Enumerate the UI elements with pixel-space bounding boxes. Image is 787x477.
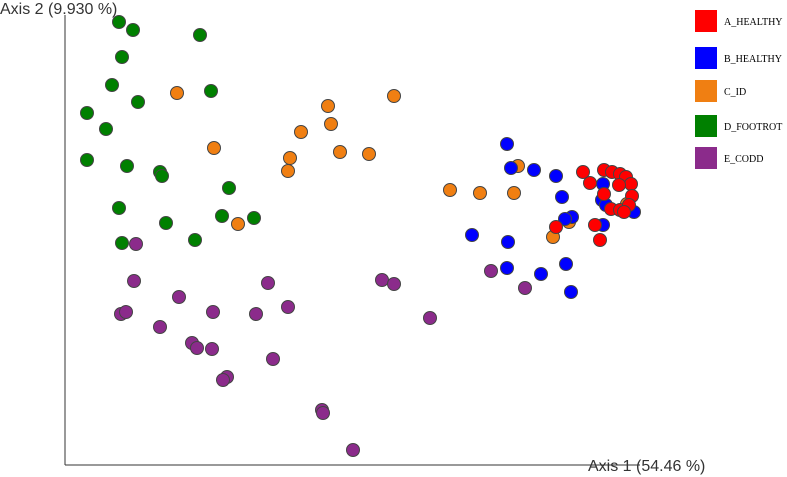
point: [583, 176, 597, 190]
point: [527, 163, 541, 177]
point: [80, 106, 94, 120]
legend-label: A_HEALTHY: [724, 17, 783, 28]
point: [193, 28, 207, 42]
point: [281, 300, 295, 314]
point: [294, 125, 308, 139]
point: [588, 218, 602, 232]
point: [112, 201, 126, 215]
point: [346, 443, 360, 457]
legend-label: E_CODD: [724, 154, 763, 165]
legend-swatch: [695, 47, 717, 69]
point: [387, 277, 401, 291]
point: [126, 23, 140, 37]
point: [222, 181, 236, 195]
point: [423, 311, 437, 325]
point: [555, 190, 569, 204]
point: [129, 237, 143, 251]
point: [115, 50, 129, 64]
point: [597, 187, 611, 201]
point: [127, 274, 141, 288]
point: [216, 373, 230, 387]
point: [112, 15, 126, 29]
point: [387, 89, 401, 103]
y-axis-label: Axis 2 (9.930 %): [0, 1, 117, 18]
point: [549, 220, 563, 234]
point: [484, 264, 498, 278]
points: [80, 15, 641, 457]
point: [190, 341, 204, 355]
point: [205, 342, 219, 356]
legend-label: C_ID: [724, 87, 746, 98]
legend-swatch: [695, 115, 717, 137]
point: [612, 178, 626, 192]
point: [99, 122, 113, 136]
point: [206, 305, 220, 319]
point: [170, 86, 184, 100]
point: [115, 236, 129, 250]
point: [316, 406, 330, 420]
point: [500, 137, 514, 151]
point: [507, 186, 521, 200]
point: [501, 235, 515, 249]
point: [518, 281, 532, 295]
point: [564, 285, 578, 299]
x-axis-label: Axis 1 (54.46 %): [588, 458, 705, 475]
point: [131, 95, 145, 109]
point: [375, 273, 389, 287]
point: [119, 305, 133, 319]
point: [593, 233, 607, 247]
point: [283, 151, 297, 165]
point: [559, 257, 573, 271]
legend-label: B_HEALTHY: [724, 54, 782, 65]
point: [504, 161, 518, 175]
point: [261, 276, 275, 290]
point: [362, 147, 376, 161]
legend: A_HEALTHY B_HEALTHY C_ID D_FOOTROT E_CODD: [695, 10, 783, 169]
point: [153, 320, 167, 334]
point: [204, 84, 218, 98]
legend-swatch: [695, 10, 717, 32]
point: [120, 159, 134, 173]
point: [321, 99, 335, 113]
point: [159, 216, 173, 230]
legend-swatch: [695, 80, 717, 102]
point: [172, 290, 186, 304]
legend-label: D_FOOTROT: [724, 122, 782, 133]
point: [231, 217, 245, 231]
point: [266, 352, 280, 366]
legend-swatch: [695, 147, 717, 169]
point: [105, 78, 119, 92]
point: [534, 267, 548, 281]
point: [473, 186, 487, 200]
point: [247, 211, 261, 225]
point: [465, 228, 479, 242]
point: [443, 183, 457, 197]
point: [80, 153, 94, 167]
point: [624, 177, 638, 191]
point: [207, 141, 221, 155]
point: [558, 212, 572, 226]
point: [500, 261, 514, 275]
point: [617, 205, 631, 219]
point: [249, 307, 263, 321]
point: [155, 169, 169, 183]
point: [188, 233, 202, 247]
point: [215, 209, 229, 223]
point: [333, 145, 347, 159]
point: [549, 169, 563, 183]
point: [576, 165, 590, 179]
point: [281, 164, 295, 178]
point: [324, 117, 338, 131]
